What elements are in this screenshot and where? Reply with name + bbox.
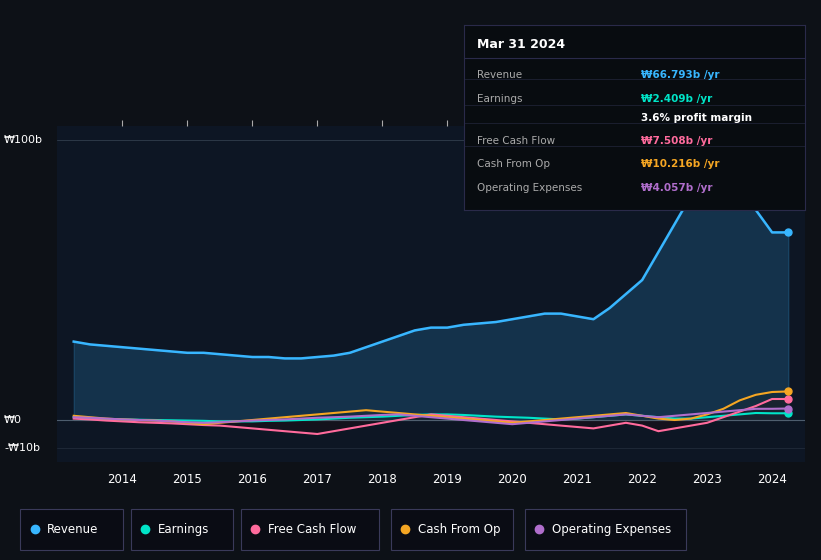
FancyBboxPatch shape xyxy=(241,509,379,550)
Text: 2018: 2018 xyxy=(368,473,397,486)
Text: Cash From Op: Cash From Op xyxy=(418,522,500,536)
Text: ₩7.508b /yr: ₩7.508b /yr xyxy=(641,136,713,146)
Text: ₩100b: ₩100b xyxy=(4,135,44,145)
Text: Earnings: Earnings xyxy=(158,522,209,536)
Text: ₩10.216b /yr: ₩10.216b /yr xyxy=(641,159,719,169)
Text: 2020: 2020 xyxy=(498,473,527,486)
Text: Cash From Op: Cash From Op xyxy=(478,159,551,169)
Text: 2023: 2023 xyxy=(692,473,722,486)
FancyBboxPatch shape xyxy=(131,509,233,550)
Text: 2022: 2022 xyxy=(627,473,657,486)
Text: ₩0: ₩0 xyxy=(4,415,22,425)
Text: Revenue: Revenue xyxy=(478,69,523,80)
Text: 3.6% profit margin: 3.6% profit margin xyxy=(641,113,752,123)
Text: 2017: 2017 xyxy=(302,473,333,486)
FancyBboxPatch shape xyxy=(391,509,513,550)
Text: ₩66.793b /yr: ₩66.793b /yr xyxy=(641,69,719,80)
Text: 2021: 2021 xyxy=(562,473,592,486)
FancyBboxPatch shape xyxy=(21,509,123,550)
Text: Mar 31 2024: Mar 31 2024 xyxy=(478,38,566,51)
Text: Free Cash Flow: Free Cash Flow xyxy=(268,522,356,536)
Text: Revenue: Revenue xyxy=(47,522,99,536)
Text: Operating Expenses: Operating Expenses xyxy=(478,183,583,193)
Text: ₩2.409b /yr: ₩2.409b /yr xyxy=(641,95,713,105)
Text: Free Cash Flow: Free Cash Flow xyxy=(478,136,556,146)
Text: 2014: 2014 xyxy=(108,473,137,486)
Text: 2024: 2024 xyxy=(757,473,787,486)
Text: Operating Expenses: Operating Expenses xyxy=(552,522,671,536)
FancyBboxPatch shape xyxy=(525,509,686,550)
Text: ₩4.057b /yr: ₩4.057b /yr xyxy=(641,183,713,193)
Text: 2015: 2015 xyxy=(172,473,202,486)
Text: Earnings: Earnings xyxy=(478,95,523,105)
Text: -₩10b: -₩10b xyxy=(4,443,40,453)
Text: 2019: 2019 xyxy=(433,473,462,486)
Text: 2016: 2016 xyxy=(237,473,268,486)
